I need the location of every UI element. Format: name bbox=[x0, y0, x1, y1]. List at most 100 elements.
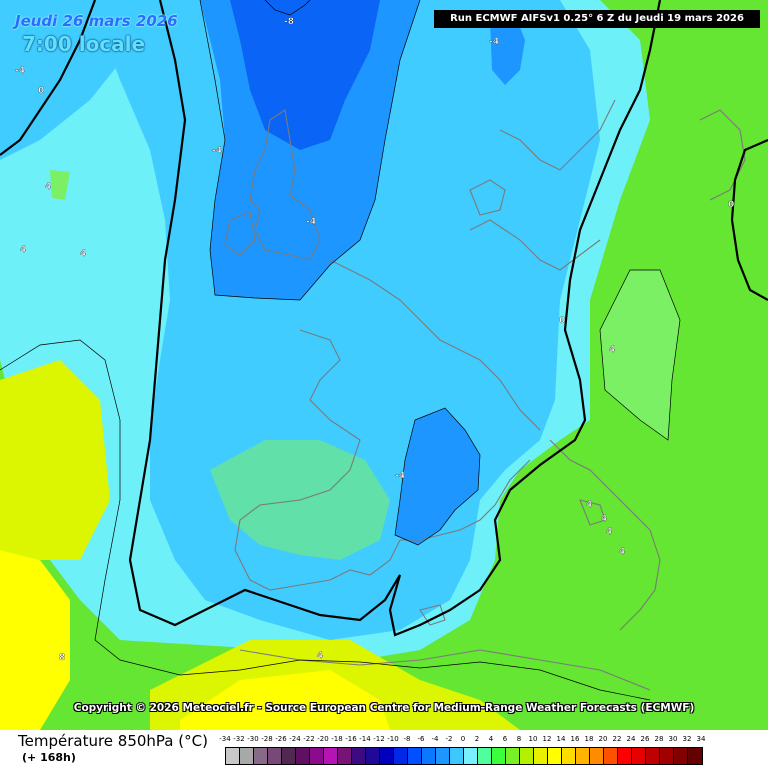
legend-swatch bbox=[520, 748, 534, 764]
legend-swatch bbox=[618, 748, 632, 764]
contour-label: 4 bbox=[80, 249, 86, 259]
legend-tick-label: -18 bbox=[331, 735, 343, 743]
legend-swatch bbox=[464, 748, 478, 764]
legend-tick-label: 20 bbox=[598, 735, 608, 743]
legend-swatch bbox=[632, 748, 646, 764]
legend-swatch bbox=[352, 748, 366, 764]
isotherm-4-south bbox=[0, 339, 651, 701]
legend-swatch bbox=[338, 748, 352, 764]
legend-tick-label: -12 bbox=[373, 735, 385, 743]
legend-tick-label: 10 bbox=[528, 735, 538, 743]
color-scale-labels: -34 -32 -30 -28 -26 -24 -22 -20 -18 -16 -14 -12 -10-… bbox=[0, 735, 768, 747]
legend-swatch bbox=[422, 748, 436, 764]
legend-tick-label: 2 bbox=[474, 735, 480, 743]
isotherms bbox=[0, 0, 768, 701]
legend-tick-label: 0 bbox=[460, 735, 466, 743]
legend-swatch bbox=[408, 748, 422, 764]
legend-tick-label: 30 bbox=[668, 735, 678, 743]
legend-swatch bbox=[478, 748, 492, 764]
legend-swatch bbox=[226, 748, 240, 764]
coastlines bbox=[224, 99, 746, 691]
forecast-date: Jeudi 26 mars 2026 bbox=[15, 12, 178, 30]
legend-tick-label: 8 bbox=[516, 735, 522, 743]
legend-tick-label: -34 bbox=[219, 735, 231, 743]
isotherm-4-balkans bbox=[599, 269, 681, 441]
legend-swatch bbox=[674, 748, 688, 764]
cold-pocket-norway bbox=[490, 15, 525, 85]
contour-label: 0 bbox=[38, 86, 44, 96]
legend-tick-label: 14 bbox=[556, 735, 566, 743]
legend-tick-label: -2 bbox=[445, 735, 453, 743]
legend-swatch bbox=[450, 748, 464, 764]
contour-label: -4 bbox=[306, 217, 316, 227]
contour-label: -4 bbox=[212, 146, 222, 156]
legend-tick-label: 28 bbox=[654, 735, 664, 743]
contour-label: -4 bbox=[395, 471, 405, 481]
temperature-map: -8 -4 -4 0 4 4 4 -4 -4 0 0 4 4 4 4 -4 4 … bbox=[0, 0, 768, 730]
contour-label: 4 bbox=[317, 651, 323, 661]
parameter-title: Température 850hPa (°C) bbox=[18, 732, 208, 750]
legend-tick-label: -10 bbox=[387, 735, 399, 743]
legend-tick-label: -16 bbox=[345, 735, 357, 743]
legend-tick-label: -28 bbox=[261, 735, 273, 743]
legend-tick-label: 32 bbox=[682, 735, 692, 743]
legend-tick-label: -4 bbox=[431, 735, 439, 743]
contour-label: 4 bbox=[601, 514, 607, 524]
isotherm-zero-west bbox=[0, 0, 97, 156]
contour-label: 0 bbox=[728, 200, 734, 210]
warm-patch-balkans bbox=[600, 270, 680, 440]
legend-tick-label: -30 bbox=[247, 735, 259, 743]
legend-swatch bbox=[604, 748, 618, 764]
isotherm-zero-east bbox=[730, 138, 768, 301]
legend-swatch bbox=[268, 748, 282, 764]
legend-tick-label: -20 bbox=[317, 735, 329, 743]
legend-swatch bbox=[646, 748, 660, 764]
legend-swatch bbox=[366, 748, 380, 764]
legend-swatch bbox=[576, 748, 590, 764]
legend-tick-label: 16 bbox=[570, 735, 580, 743]
warm-patch-iberia bbox=[0, 360, 110, 560]
legend-swatch bbox=[296, 748, 310, 764]
legend-swatch bbox=[492, 748, 506, 764]
legend-tick-label: 34 bbox=[696, 735, 706, 743]
contour-label: 4 bbox=[609, 345, 615, 355]
contour-label: -4 bbox=[489, 37, 499, 47]
warm-patch-atlantic bbox=[50, 170, 70, 200]
legend-tick-label: 22 bbox=[612, 735, 622, 743]
legend-swatch bbox=[688, 748, 702, 764]
legend-tick-label: 6 bbox=[502, 735, 508, 743]
legend-swatch bbox=[254, 748, 268, 764]
contour-value-labels: -8 -4 -4 0 4 4 4 -4 -4 0 0 4 4 4 4 -4 4 … bbox=[15, 17, 735, 663]
legend-swatch bbox=[310, 748, 324, 764]
isotherm-minus4-france bbox=[394, 407, 481, 546]
cold-core-deep bbox=[230, 0, 380, 150]
legend-tick-label: -14 bbox=[359, 735, 371, 743]
legend-tick-label: 18 bbox=[584, 735, 594, 743]
legend-tick-label: -26 bbox=[275, 735, 287, 743]
warm-patch-africa-yellow bbox=[180, 670, 390, 730]
copyright-notice: Copyright © 2026 Meteociel.fr - Source E… bbox=[73, 702, 695, 714]
isotherm-zero-main bbox=[128, 0, 662, 637]
warm-patch-yellow bbox=[0, 550, 70, 730]
contour-label: 0 bbox=[559, 316, 565, 326]
legend-swatch bbox=[660, 748, 674, 764]
contour-label: 4 bbox=[586, 500, 592, 510]
cold-north-atlantic bbox=[0, 0, 160, 160]
legend-panel: Température 850hPa (°C) (+ 168h) -34 -32-… bbox=[0, 730, 768, 768]
contour-label: 4 bbox=[619, 547, 625, 557]
legend-tick-label: -22 bbox=[303, 735, 315, 743]
legend-tick-label: -24 bbox=[289, 735, 301, 743]
legend-tick-label: 4 bbox=[488, 735, 494, 743]
legend-swatch bbox=[324, 748, 338, 764]
legend-tick-label: 12 bbox=[542, 735, 552, 743]
contour-label: 4 bbox=[20, 245, 26, 255]
legend-swatch bbox=[562, 748, 576, 764]
model-run-banner: Run ECMWF AIFSv1 0.25° 6 Z du Jeudi 19 m… bbox=[434, 10, 760, 28]
isotherm-minus8 bbox=[264, 0, 311, 16]
legend-tick-label: -32 bbox=[233, 735, 245, 743]
legend-tick-label: -8 bbox=[403, 735, 411, 743]
contour-label: -4 bbox=[15, 66, 25, 76]
forecast-time: 7:00 locale bbox=[22, 32, 146, 56]
contour-label: 4 bbox=[606, 527, 612, 537]
legend-tick-label: 24 bbox=[626, 735, 636, 743]
